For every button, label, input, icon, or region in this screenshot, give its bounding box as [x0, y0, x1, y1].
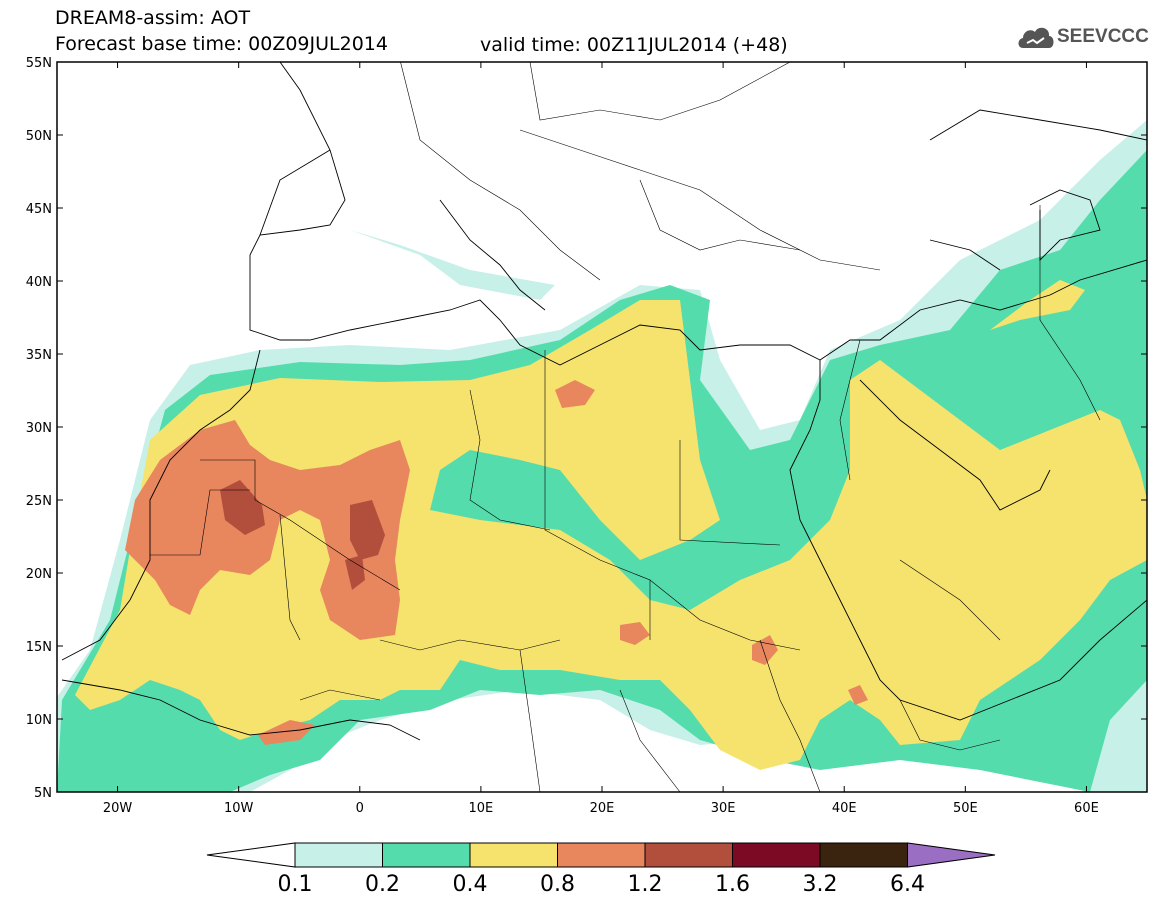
- lat-label: 15N: [26, 640, 52, 655]
- lat-label: 10N: [26, 713, 52, 728]
- colorbar-swatch: [557, 842, 646, 868]
- aot-band-0.4: [75, 300, 1147, 770]
- logo-text: SEEVCCC: [1057, 26, 1149, 47]
- lon-label: 40E: [832, 801, 857, 816]
- country-borders: [150, 62, 1101, 792]
- cloud-icon: [1018, 27, 1054, 48]
- aot-band-0.8-d: [258, 720, 315, 745]
- latitude-axis: 55N 50N 45N 40N 35N 30N 25N 20N 15N 10N 5N: [26, 56, 1147, 801]
- lon-label: 20W: [103, 801, 133, 816]
- lon-label: 10W: [224, 801, 254, 816]
- aot-band-0.8-b: [620, 622, 650, 645]
- lon-label: 50E: [953, 801, 978, 816]
- colorbar-over-triangle: [907, 842, 996, 868]
- colorbar-label: 3.2: [802, 872, 838, 897]
- aot-band-1.2-a: [220, 480, 265, 535]
- lat-label: 5N: [34, 786, 52, 801]
- lat-label: 20N: [26, 567, 52, 582]
- colorbar-label: 1.6: [715, 872, 750, 897]
- aot-band-0.1-med: [350, 230, 555, 300]
- colorbar: [206, 842, 996, 868]
- lat-label: 35N: [26, 348, 52, 363]
- lon-label: 10E: [469, 801, 494, 816]
- lat-label: 50N: [26, 129, 52, 144]
- lat-label: 25N: [26, 494, 52, 509]
- colorbar-label: 0.4: [452, 872, 488, 897]
- seevccc-logo: SEEVCCC: [1017, 22, 1157, 56]
- aot-band-0.8-e: [848, 685, 868, 705]
- colorbar-label: 0.1: [277, 872, 313, 897]
- lon-label: 0: [356, 801, 364, 816]
- colorbar-swatch: [732, 842, 821, 868]
- aot-band-1.2-c: [345, 555, 365, 590]
- colorbar-label: 0.2: [365, 872, 400, 897]
- lat-label: 40N: [26, 275, 52, 290]
- aot-contours: [57, 120, 1147, 792]
- lat-label: 30N: [26, 421, 52, 436]
- longitude-axis: 20W 10W 0 10E 20E 30E 40E 50E 60E: [103, 62, 1099, 816]
- colorbar-swatch: [294, 842, 383, 868]
- map-title: DREAM8-assim: AOT: [55, 7, 251, 29]
- lat-label: 55N: [26, 56, 52, 71]
- valid-time: valid time: 00Z11JUL2014 (+48): [480, 34, 788, 56]
- colorbar-label: 0.8: [540, 872, 575, 897]
- aot-band-0.8-a: [555, 380, 595, 408]
- lon-label: 60E: [1074, 801, 1099, 816]
- aot-band-1.2-b: [350, 500, 385, 560]
- colorbar-label: 1.2: [627, 872, 663, 897]
- colorbar-swatch: [469, 842, 558, 868]
- lon-label: 30E: [711, 801, 736, 816]
- aot-band-0.8-west: [125, 420, 410, 640]
- lat-label: 45N: [26, 202, 52, 217]
- colorbar-swatch: [382, 842, 471, 868]
- colorbar-swatch: [819, 842, 908, 868]
- coastlines: [61, 62, 1147, 741]
- aot-band-0.8-c: [752, 635, 778, 665]
- colorbar-label: 6.4: [890, 872, 925, 897]
- forecast-base-time: Forecast base time: 00Z09JUL2014: [55, 33, 388, 55]
- lon-label: 20E: [590, 801, 615, 816]
- colorbar-under-triangle: [206, 842, 296, 868]
- aot-band-0.4-east: [990, 280, 1085, 330]
- colorbar-swatch: [644, 842, 733, 868]
